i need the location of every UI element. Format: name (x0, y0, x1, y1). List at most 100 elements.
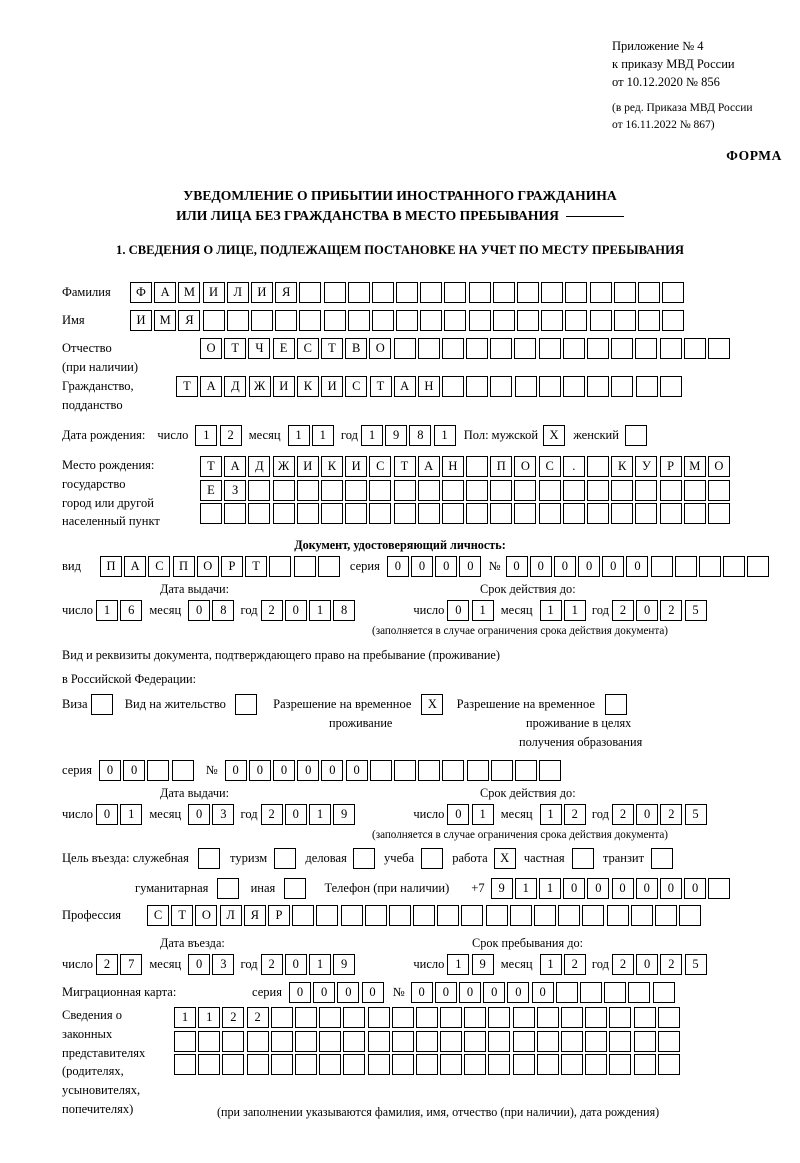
char-cell[interactable] (589, 310, 612, 331)
char-cell[interactable]: С (345, 376, 368, 397)
char-cell[interactable]: 1 (174, 1007, 196, 1028)
char-cell[interactable] (347, 282, 370, 303)
char-cell[interactable] (637, 282, 660, 303)
char-cell[interactable]: Ж (248, 376, 271, 397)
char-cell[interactable] (442, 376, 465, 397)
char-cell[interactable]: 0 (410, 982, 433, 1003)
char-cell[interactable] (217, 878, 240, 899)
char-cell[interactable] (284, 878, 307, 899)
char-cell[interactable]: 0 (284, 954, 307, 975)
char-cell[interactable] (587, 479, 609, 501)
char-cell[interactable] (534, 905, 556, 926)
char-cell[interactable] (657, 1030, 680, 1052)
char-cell[interactable] (369, 479, 392, 501)
char-cell[interactable]: П (490, 456, 513, 477)
char-cell[interactable] (635, 503, 658, 524)
char-cell[interactable] (611, 338, 634, 359)
char-cell[interactable] (538, 376, 561, 397)
char-cell[interactable] (319, 1054, 342, 1075)
char-cell[interactable]: 0 (602, 556, 625, 577)
char-cell[interactable]: Т (176, 376, 198, 397)
char-cell[interactable] (272, 503, 295, 524)
char-cell[interactable]: Е (200, 479, 222, 501)
char-cell[interactable] (585, 1007, 608, 1028)
char-cell[interactable]: 5 (684, 804, 707, 825)
char-cell[interactable] (418, 760, 441, 781)
char-cell[interactable]: Я (243, 905, 266, 926)
char-cell[interactable] (147, 760, 170, 781)
char-cell[interactable] (415, 1030, 438, 1052)
char-cell[interactable] (200, 503, 222, 524)
char-cell[interactable]: 0 (337, 982, 360, 1003)
char-cell[interactable]: 2 (219, 425, 242, 446)
char-cell[interactable] (466, 479, 489, 501)
char-cell[interactable] (468, 282, 491, 303)
char-cell[interactable] (292, 905, 315, 926)
char-cell[interactable] (270, 1030, 293, 1052)
char-cell[interactable] (440, 1030, 463, 1052)
char-cell[interactable]: 0 (96, 804, 119, 825)
purpose-tourism-checkbox[interactable] (274, 848, 298, 869)
char-cell[interactable] (565, 310, 588, 331)
char-cell[interactable] (635, 338, 658, 359)
char-cell[interactable] (444, 310, 467, 331)
char-cell[interactable] (512, 1007, 535, 1028)
char-cell[interactable]: 0 (636, 600, 659, 621)
char-cell[interactable] (367, 1007, 390, 1028)
char-cell[interactable] (464, 1054, 487, 1075)
purpose-study-checkbox[interactable] (421, 848, 445, 869)
sex-male-checkbox[interactable]: X (543, 425, 567, 446)
char-cell[interactable]: 5 (684, 600, 707, 621)
char-cell[interactable] (488, 1030, 511, 1052)
char-cell[interactable]: Т (224, 338, 247, 359)
char-cell[interactable]: 8 (409, 425, 432, 446)
char-cell[interactable]: 0 (435, 556, 458, 577)
char-cell[interactable] (563, 376, 585, 397)
char-cell[interactable]: О (707, 456, 730, 477)
char-cell[interactable]: 2 (96, 954, 119, 975)
char-cell[interactable] (651, 848, 674, 869)
char-cell[interactable] (683, 503, 706, 524)
char-cell[interactable] (391, 1007, 414, 1028)
char-cell[interactable] (571, 848, 594, 869)
char-cell[interactable] (466, 376, 489, 397)
char-cell[interactable]: 1 (308, 600, 331, 621)
char-cell[interactable]: И (250, 282, 273, 303)
char-cell[interactable] (293, 556, 316, 577)
char-cell[interactable] (296, 503, 319, 524)
char-cell[interactable] (490, 338, 513, 359)
char-cell[interactable]: П (172, 556, 195, 577)
char-cell[interactable] (561, 1007, 583, 1028)
char-cell[interactable]: 1 (287, 425, 310, 446)
char-cell[interactable] (637, 310, 660, 331)
char-cell[interactable] (343, 1054, 366, 1075)
char-cell[interactable]: 0 (447, 804, 470, 825)
char-cell[interactable] (611, 376, 634, 397)
char-cell[interactable]: 0 (529, 556, 552, 577)
char-cell[interactable] (417, 338, 440, 359)
char-cell[interactable] (585, 1030, 608, 1052)
char-cell[interactable] (413, 905, 436, 926)
char-cell[interactable]: А (200, 376, 223, 397)
char-cell[interactable]: 1 (538, 878, 561, 899)
char-cell[interactable] (466, 456, 489, 477)
char-cell[interactable] (541, 310, 564, 331)
char-cell[interactable]: Л (219, 905, 242, 926)
char-cell[interactable]: 1 (120, 804, 143, 825)
char-cell[interactable] (174, 1054, 196, 1075)
char-cell[interactable] (347, 310, 370, 331)
char-cell[interactable] (444, 282, 467, 303)
char-cell[interactable] (367, 1030, 390, 1052)
char-cell[interactable] (90, 694, 113, 715)
char-cell[interactable]: С (148, 556, 171, 577)
